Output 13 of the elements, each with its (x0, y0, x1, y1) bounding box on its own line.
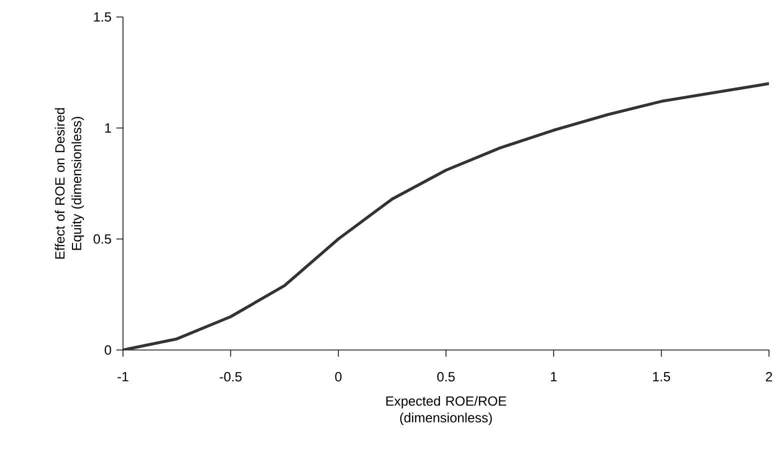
x-tick-label: 2 (766, 372, 772, 382)
x-tick-label: 1 (550, 372, 557, 382)
y-tick-label: 1.5 (94, 12, 112, 22)
x-tick-label: -0.5 (220, 372, 242, 382)
y-tick-label: 1 (105, 123, 111, 133)
x-axis-title: Expected ROE/ROE (dimensionless) (386, 396, 506, 426)
x-tick-label: -1 (118, 372, 128, 382)
x-tick-label: 0 (335, 372, 342, 382)
y-tick-label: 0 (104, 345, 112, 355)
y-tick-label: 0.5 (94, 234, 112, 244)
x-tick-label: 1.5 (653, 372, 670, 382)
y-axis-title: Effect of ROE on Desired Equity (dimensionless) (54, 108, 84, 259)
x-tick-label: 0.5 (437, 372, 455, 382)
